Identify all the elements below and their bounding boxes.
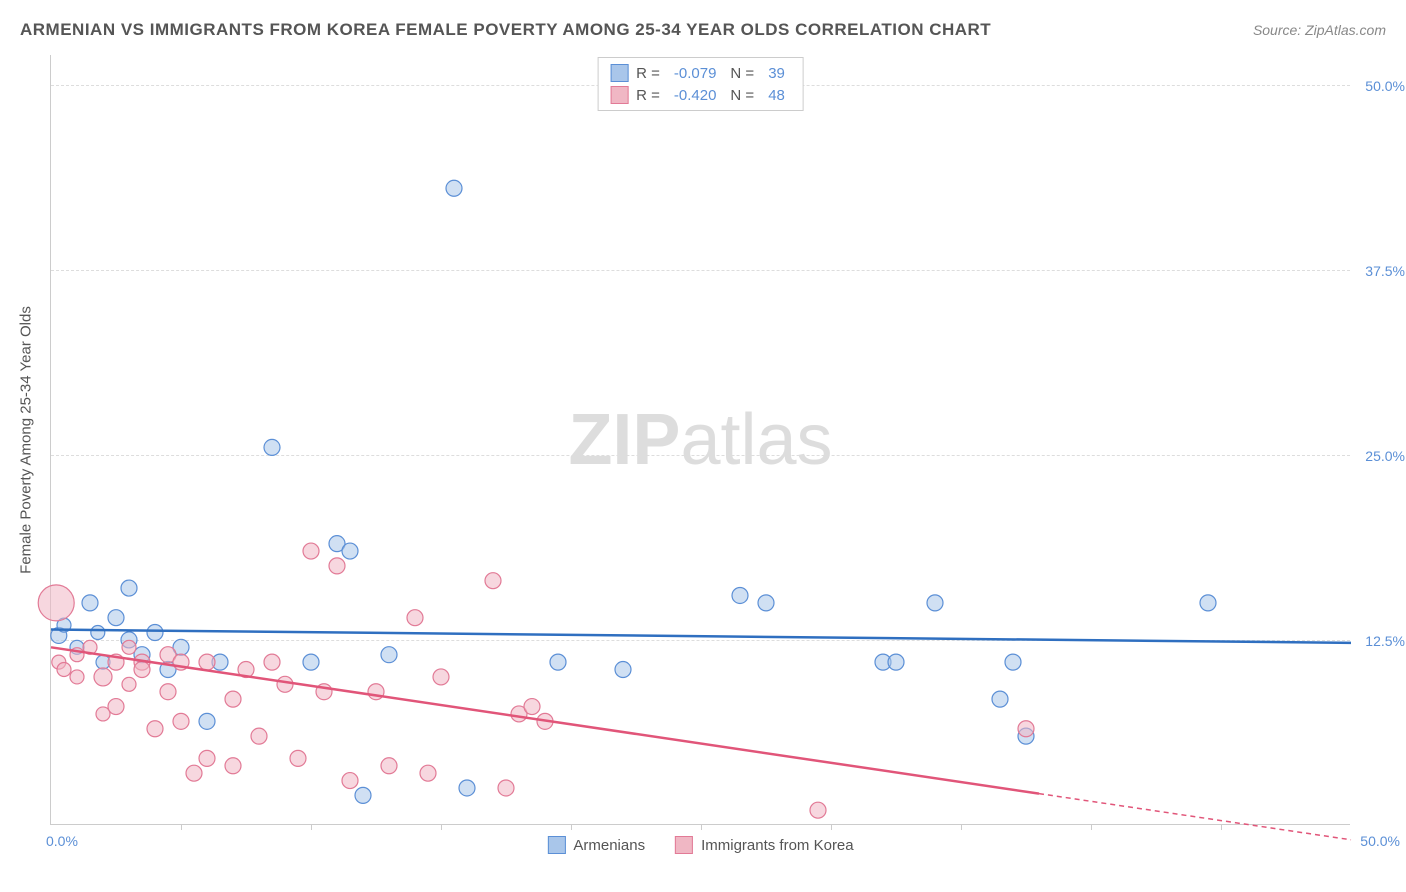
data-point xyxy=(121,580,137,596)
data-point xyxy=(433,669,449,685)
legend-series-label: Immigrants from Korea xyxy=(701,837,854,854)
data-point xyxy=(199,654,215,670)
data-point xyxy=(91,626,105,640)
n-label: N = xyxy=(730,65,754,82)
x-tick xyxy=(441,824,442,830)
x-tick xyxy=(961,824,962,830)
data-point xyxy=(173,713,189,729)
x-tick xyxy=(311,824,312,830)
x-tick xyxy=(1221,824,1222,830)
data-point xyxy=(992,691,1008,707)
x-axis-min-label: 0.0% xyxy=(46,833,78,849)
chart-title: ARMENIAN VS IMMIGRANTS FROM KOREA FEMALE… xyxy=(20,20,991,40)
data-point xyxy=(122,640,136,654)
data-point xyxy=(82,595,98,611)
legend-swatch xyxy=(675,836,693,854)
data-point xyxy=(94,668,112,686)
y-tick-label: 37.5% xyxy=(1365,263,1405,279)
data-point xyxy=(122,677,136,691)
legend-series-label: Armenians xyxy=(573,837,645,854)
trend-line-dashed xyxy=(1039,794,1351,840)
r-label: R = xyxy=(636,87,660,104)
data-point xyxy=(186,765,202,781)
x-tick xyxy=(831,824,832,830)
trend-line xyxy=(51,630,1351,643)
data-point xyxy=(160,684,176,700)
n-label: N = xyxy=(730,87,754,104)
legend-series-item: Armenians xyxy=(547,836,645,854)
data-point xyxy=(38,585,74,621)
legend-series-item: Immigrants from Korea xyxy=(675,836,854,854)
data-point xyxy=(303,654,319,670)
legend-swatch xyxy=(610,86,628,104)
x-tick xyxy=(571,824,572,830)
legend-swatch xyxy=(610,64,628,82)
data-point xyxy=(264,439,280,455)
data-point xyxy=(264,654,280,670)
data-point xyxy=(134,662,150,678)
data-point xyxy=(199,713,215,729)
data-point xyxy=(342,543,358,559)
data-point xyxy=(225,691,241,707)
chart-container: ARMENIAN VS IMMIGRANTS FROM KOREA FEMALE… xyxy=(0,0,1406,892)
r-label: R = xyxy=(636,65,660,82)
data-point xyxy=(758,595,774,611)
data-point xyxy=(303,543,319,559)
data-point xyxy=(888,654,904,670)
data-point xyxy=(524,699,540,715)
series-legend: Armenians Immigrants from Korea xyxy=(547,836,853,854)
r-value: -0.420 xyxy=(674,87,717,104)
data-point xyxy=(927,595,943,611)
data-point xyxy=(225,758,241,774)
data-point xyxy=(147,625,163,641)
data-point xyxy=(381,647,397,663)
data-point xyxy=(70,670,84,684)
data-point xyxy=(810,802,826,818)
y-axis-title: Female Poverty Among 25-34 Year Olds xyxy=(18,306,35,574)
data-point xyxy=(355,787,371,803)
data-point xyxy=(459,780,475,796)
legend-stat-row: R = -0.420 N = 48 xyxy=(610,84,791,106)
data-point xyxy=(108,699,124,715)
x-tick xyxy=(1091,824,1092,830)
data-point xyxy=(329,558,345,574)
x-tick xyxy=(701,824,702,830)
data-point xyxy=(550,654,566,670)
data-point xyxy=(57,663,71,677)
data-point xyxy=(1005,654,1021,670)
data-point xyxy=(446,180,462,196)
scatter-svg xyxy=(51,55,1350,824)
data-point xyxy=(420,765,436,781)
r-value: -0.079 xyxy=(674,65,717,82)
data-point xyxy=(407,610,423,626)
n-value: 39 xyxy=(768,65,785,82)
data-point xyxy=(251,728,267,744)
x-tick xyxy=(181,824,182,830)
data-point xyxy=(498,780,514,796)
data-point xyxy=(1200,595,1216,611)
x-axis-max-label: 50.0% xyxy=(1360,833,1400,849)
legend-swatch xyxy=(547,836,565,854)
source-label: Source: ZipAtlas.com xyxy=(1253,22,1386,38)
legend-stat-row: R = -0.079 N = 39 xyxy=(610,62,791,84)
data-point xyxy=(342,773,358,789)
data-point xyxy=(485,573,501,589)
data-point xyxy=(199,750,215,766)
data-point xyxy=(381,758,397,774)
correlation-legend: R = -0.079 N = 39 R = -0.420 N = 48 xyxy=(597,57,804,111)
data-point xyxy=(290,750,306,766)
plot-area: Female Poverty Among 25-34 Year Olds ZIP… xyxy=(50,55,1350,825)
data-point xyxy=(732,587,748,603)
data-point xyxy=(1018,721,1034,737)
data-point xyxy=(108,610,124,626)
n-value: 48 xyxy=(768,87,785,104)
data-point xyxy=(147,721,163,737)
data-point xyxy=(615,662,631,678)
data-point xyxy=(277,676,293,692)
y-tick-label: 12.5% xyxy=(1365,633,1405,649)
y-tick-label: 25.0% xyxy=(1365,448,1405,464)
y-tick-label: 50.0% xyxy=(1365,78,1405,94)
